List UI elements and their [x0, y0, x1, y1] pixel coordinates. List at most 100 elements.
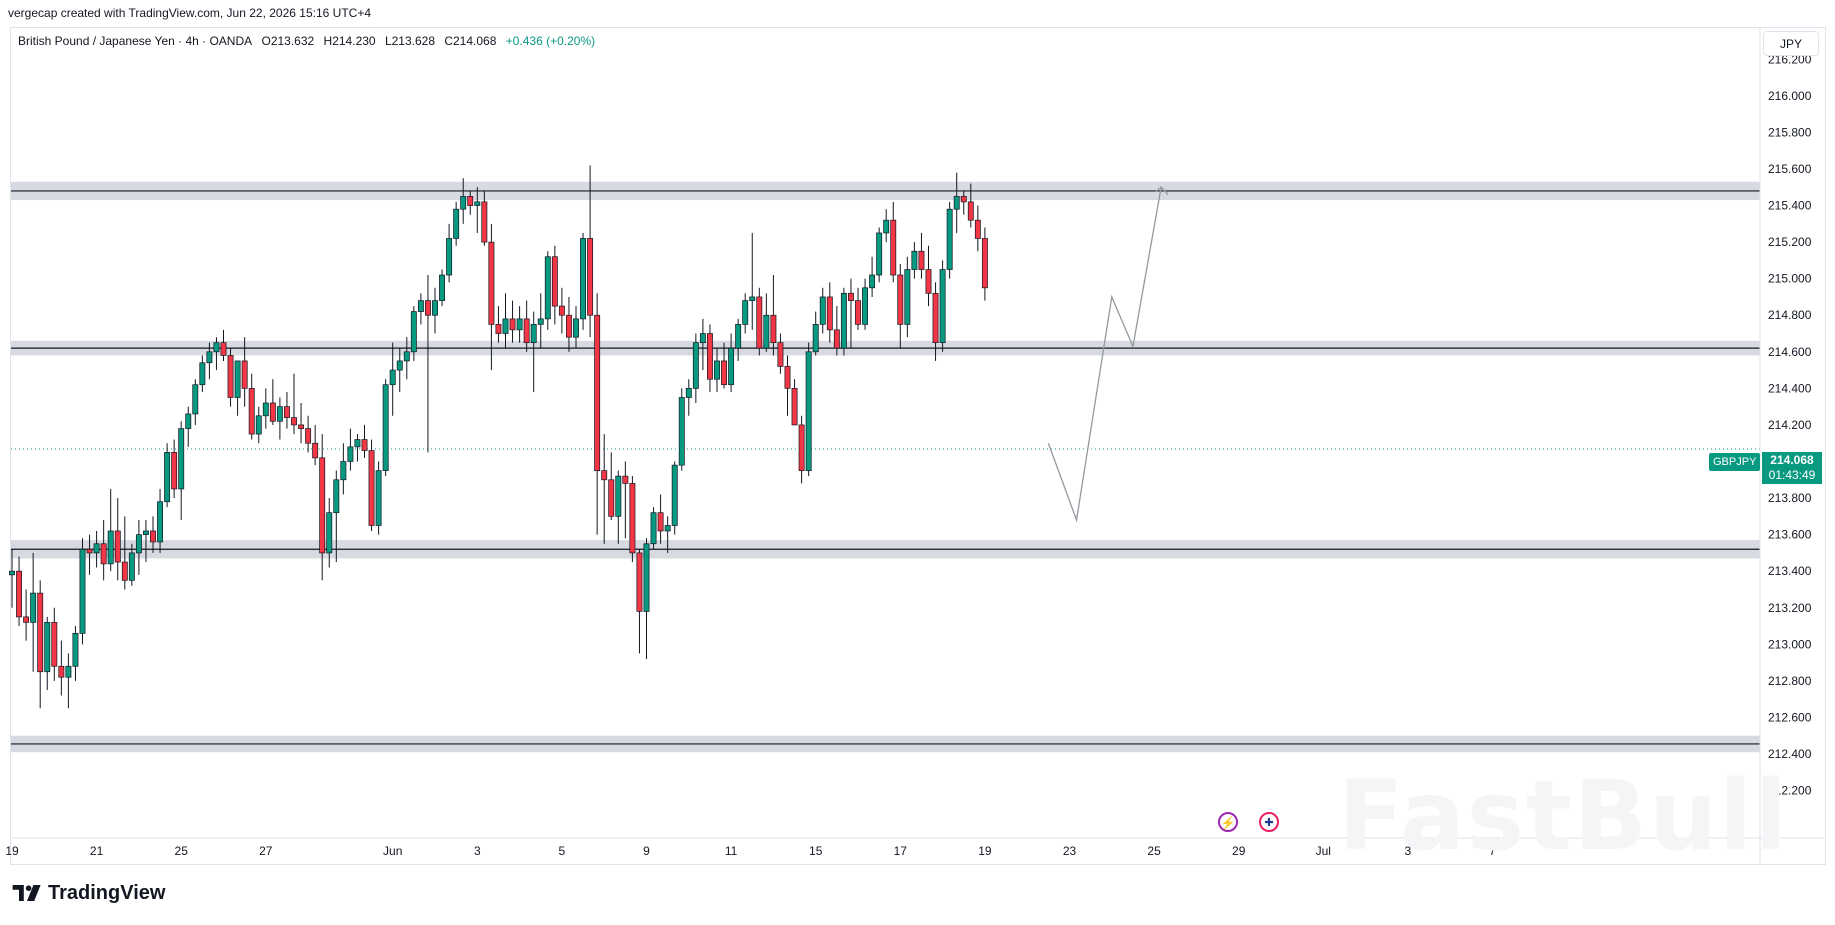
price-tick-label: 215.400: [1768, 199, 1812, 213]
candle-body: [432, 300, 438, 316]
legend-close: C214.068: [444, 34, 497, 48]
price-tick-label: 214.400: [1768, 381, 1812, 395]
candle-body: [657, 512, 664, 532]
candle-body: [128, 552, 135, 581]
candle-body: [9, 570, 15, 576]
candle-body: [171, 452, 178, 490]
candle-body: [298, 424, 305, 429]
candle-body: [728, 347, 735, 386]
candle-body: [241, 360, 248, 389]
candle-body: [58, 665, 65, 678]
candle-body: [904, 269, 911, 325]
candle-body: [601, 470, 608, 481]
candle-body: [735, 324, 742, 349]
candle-body: [939, 269, 946, 344]
time-tick-label: Jun: [383, 844, 402, 858]
legend-low: L213.628: [384, 34, 435, 48]
candle-body: [93, 543, 100, 554]
candle-body: [636, 552, 643, 612]
candle-body: [248, 388, 255, 435]
projection-arrowhead: [1155, 186, 1167, 193]
candle-body: [805, 351, 812, 471]
candle-body: [629, 483, 636, 554]
candle-body: [869, 274, 876, 289]
candle-body: [227, 355, 234, 398]
candle-body: [312, 442, 319, 459]
lightning-icon[interactable]: ⚡: [1218, 812, 1238, 832]
candle-body: [643, 543, 650, 612]
last-price-value: 214.068: [1770, 453, 1814, 467]
candle-body: [615, 475, 622, 517]
candle-body: [855, 300, 861, 325]
candle-body: [664, 525, 671, 532]
price-tick-label: 216.000: [1768, 89, 1812, 103]
candle-body: [565, 314, 572, 338]
candle-body: [974, 219, 981, 239]
price-tick-label: 215.200: [1768, 235, 1812, 249]
candle-body: [798, 424, 805, 471]
candle-body: [354, 439, 361, 448]
candle-body: [594, 314, 601, 471]
candle-body: [819, 296, 826, 325]
legend-instrument: British Pound / Japanese Yen · 4h · OAND…: [18, 34, 253, 48]
candle-body: [622, 475, 629, 484]
candle-body: [706, 333, 713, 380]
legend-open: O213.632: [261, 34, 315, 48]
candle-body: [876, 232, 883, 276]
candle-body: [403, 351, 410, 362]
currency-selector[interactable]: JPY: [1763, 31, 1819, 56]
candle-body: [544, 256, 551, 320]
price-tick-label: 214.200: [1768, 418, 1812, 432]
candle-body: [199, 362, 206, 386]
candle-body: [453, 208, 460, 239]
candle-body: [121, 561, 128, 581]
candle-body: [777, 342, 784, 367]
candle-body: [72, 632, 79, 667]
candle-body: [340, 461, 347, 481]
price-tick-label: 215.600: [1768, 162, 1812, 176]
tradingview-brand: TradingView: [48, 881, 166, 904]
price-axis: 212.200 212.400 212.600 212.800 213.000 213.2…: [1759, 28, 1812, 865]
time-tick-label: 3: [1405, 844, 1412, 858]
candle-body: [23, 616, 30, 623]
candle-body: [255, 415, 262, 435]
candle-body: [756, 296, 763, 349]
candle-body: [276, 406, 283, 422]
candle-body: [946, 208, 953, 270]
price-tick-label: 212.800: [1768, 674, 1812, 688]
candle-body: [382, 384, 389, 471]
candle-body: [580, 238, 587, 320]
time-tick-label: 25: [1147, 844, 1161, 858]
candle-body: [685, 388, 692, 398]
candle-body: [890, 219, 897, 276]
time-tick-label: 27: [259, 844, 273, 858]
candle-body: [650, 512, 657, 545]
candle-body: [699, 333, 706, 344]
uk-flag-icon[interactable]: ✚: [1259, 812, 1279, 832]
candle-body: [742, 300, 749, 325]
candle-body: [502, 318, 509, 334]
candle-body: [833, 329, 840, 349]
time-axis: 19 21 25 27 Jun 3 5 9 11 15 17 19 23 25 29 Jul 3 7: [5, 837, 1826, 858]
candle-body: [791, 388, 798, 426]
candle-body: [953, 196, 960, 210]
projection-path: [1047, 185, 1169, 523]
time-tick-label: Jul: [1316, 844, 1331, 858]
time-tick-label: 17: [894, 844, 908, 858]
candle-body: [192, 384, 199, 415]
candle-body: [826, 296, 833, 331]
candle-body: [495, 324, 502, 334]
candle-body: [981, 238, 988, 289]
candle-body: [537, 318, 544, 325]
chart-frame[interactable]: [10, 27, 1826, 865]
tradingview-footer[interactable]: TradingView: [12, 878, 165, 908]
candle-body: [467, 196, 474, 206]
bar-countdown: 01:43:49: [1768, 468, 1816, 482]
candle-body: [361, 439, 368, 451]
candle-body: [812, 324, 819, 353]
candle-body: [573, 318, 579, 338]
candle-body: [389, 369, 396, 386]
candle-body: [481, 201, 488, 243]
candle-body: [16, 570, 23, 618]
